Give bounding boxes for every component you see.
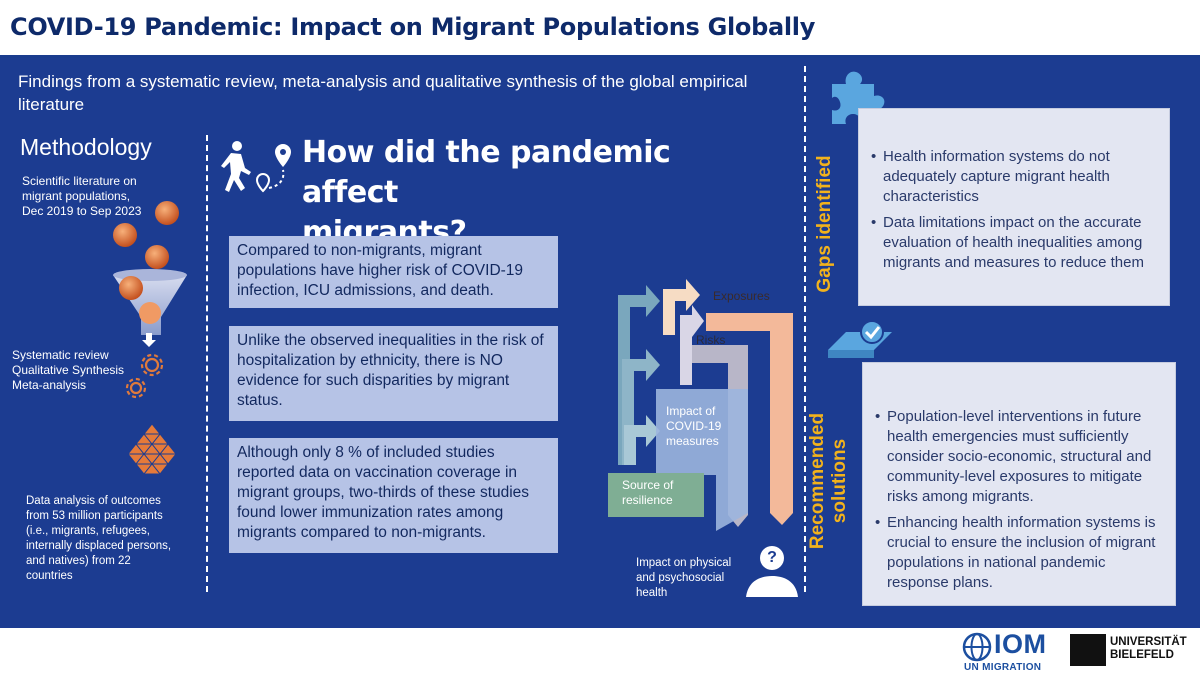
method-item: Systematic review xyxy=(12,348,109,362)
iom-subtext: UN MIGRATION xyxy=(964,662,1042,673)
arrow-low xyxy=(624,415,660,465)
literature-line: migrant populations, xyxy=(22,189,131,203)
solution-item: Enhancing health information systems is … xyxy=(875,513,1165,593)
finding-box: Compared to non-migrants, migrant popula… xyxy=(229,236,558,308)
solutions-label-line: solutions xyxy=(829,438,850,524)
title-bar: COVID-19 Pandemic: Impact on Migrant Pop… xyxy=(0,0,1200,58)
finding-box: Unlike the observed inequalities in the … xyxy=(229,326,558,421)
page-title: COVID-19 Pandemic: Impact on Migrant Pop… xyxy=(10,13,816,41)
measures-line: measures xyxy=(666,434,719,448)
analysis-line: Data analysis of outcomes xyxy=(26,495,161,507)
resilience-line: resilience xyxy=(622,493,673,507)
measures-line: COVID-19 xyxy=(666,419,722,433)
gaps-label: Gaps identified xyxy=(814,155,835,293)
main-question: How did the pandemic affect migrants? xyxy=(302,133,752,253)
analysis-line: countries xyxy=(26,570,73,582)
person-question-icon xyxy=(746,546,798,597)
exposures-shape xyxy=(706,313,793,525)
analysis-line: and natives) from 22 xyxy=(26,555,131,567)
literature-line: Scientific literature on xyxy=(22,174,137,188)
arrow-exposures xyxy=(663,279,700,335)
literature-line: Dec 2019 to Sep 2023 xyxy=(22,204,142,218)
question-mark: ? xyxy=(767,549,777,566)
solutions-panel: Population-level interventions in future… xyxy=(862,362,1176,606)
uni-line: BIELEFELD xyxy=(1110,649,1174,661)
analysis-line: from 53 million participants xyxy=(26,510,163,522)
health-line: Impact on physical xyxy=(636,557,732,569)
iom-globe-icon xyxy=(962,632,992,662)
method-item: Meta-analysis xyxy=(12,378,87,392)
solutions-label: Recommended solutions xyxy=(807,391,853,571)
arrow-risks xyxy=(680,305,704,385)
bielefeld-logo-mark xyxy=(1070,634,1106,666)
question-line: How did the pandemic affect xyxy=(302,135,671,210)
literature-text: Scientific literature on migrant populat… xyxy=(22,174,172,219)
iom-logo-text: IOM xyxy=(994,629,1047,659)
finding-box: Although only 8 % of included studies re… xyxy=(229,438,558,553)
measures-shape xyxy=(656,389,748,531)
resilience-shape xyxy=(608,473,704,517)
funnel-globes-icon xyxy=(113,201,187,335)
label-resilience: Source of resilience xyxy=(622,478,673,508)
label-measures: Impact of COVID-19 measures xyxy=(666,404,721,449)
label-risks: Risks xyxy=(696,333,726,347)
gaps-panel: Health information systems do not adequa… xyxy=(858,108,1170,306)
gaps-list: Health information systems do not adequa… xyxy=(871,147,1159,273)
bielefeld-logo-text: UNIVERSITÄT BIELEFELD xyxy=(1110,636,1187,662)
solutions-label-line: Recommended xyxy=(807,412,828,550)
methodology-heading: Methodology xyxy=(20,134,152,160)
impact-pathway-diagram xyxy=(608,279,793,531)
triangle-mesh-icon xyxy=(126,424,178,475)
divider-right xyxy=(804,66,806,592)
gap-item: Health information systems do not adequa… xyxy=(871,147,1159,207)
label-exposures: Exposures xyxy=(713,289,770,303)
measures-line: Impact of xyxy=(666,404,716,418)
walking-person-location-icon xyxy=(221,141,291,193)
method-item: Qualitative Synthesis xyxy=(12,363,125,377)
gears-icon xyxy=(125,353,164,399)
methods-list: Systematic review Qualitative Synthesis … xyxy=(12,348,132,393)
gap-item: Data limitations impact on the accurate … xyxy=(871,213,1159,273)
health-line: and psychosocial xyxy=(636,572,725,584)
arrow-down-icon xyxy=(142,333,156,347)
analysis-line: internally displaced persons, xyxy=(26,540,172,552)
analysis-line: (i.e., migrants, refugees, xyxy=(26,525,150,537)
toolkit-check-icon xyxy=(828,320,892,358)
solutions-list: Population-level interventions in future… xyxy=(875,407,1165,593)
health-line: health xyxy=(636,587,668,599)
subtitle: Findings from a systematic review, meta-… xyxy=(18,72,748,114)
label-health: Impact on physical and psychosocial heal… xyxy=(636,556,731,601)
uni-line: UNIVERSITÄT xyxy=(1110,636,1187,648)
divider-left xyxy=(206,135,208,592)
analysis-text: Data analysis of outcomes from 53 millio… xyxy=(26,494,206,584)
footer: IOM UN MIGRATION UNIVERSITÄT BIELEFELD xyxy=(0,628,1200,675)
resilience-line: Source of xyxy=(622,478,674,492)
solution-item: Population-level interventions in future… xyxy=(875,407,1165,507)
